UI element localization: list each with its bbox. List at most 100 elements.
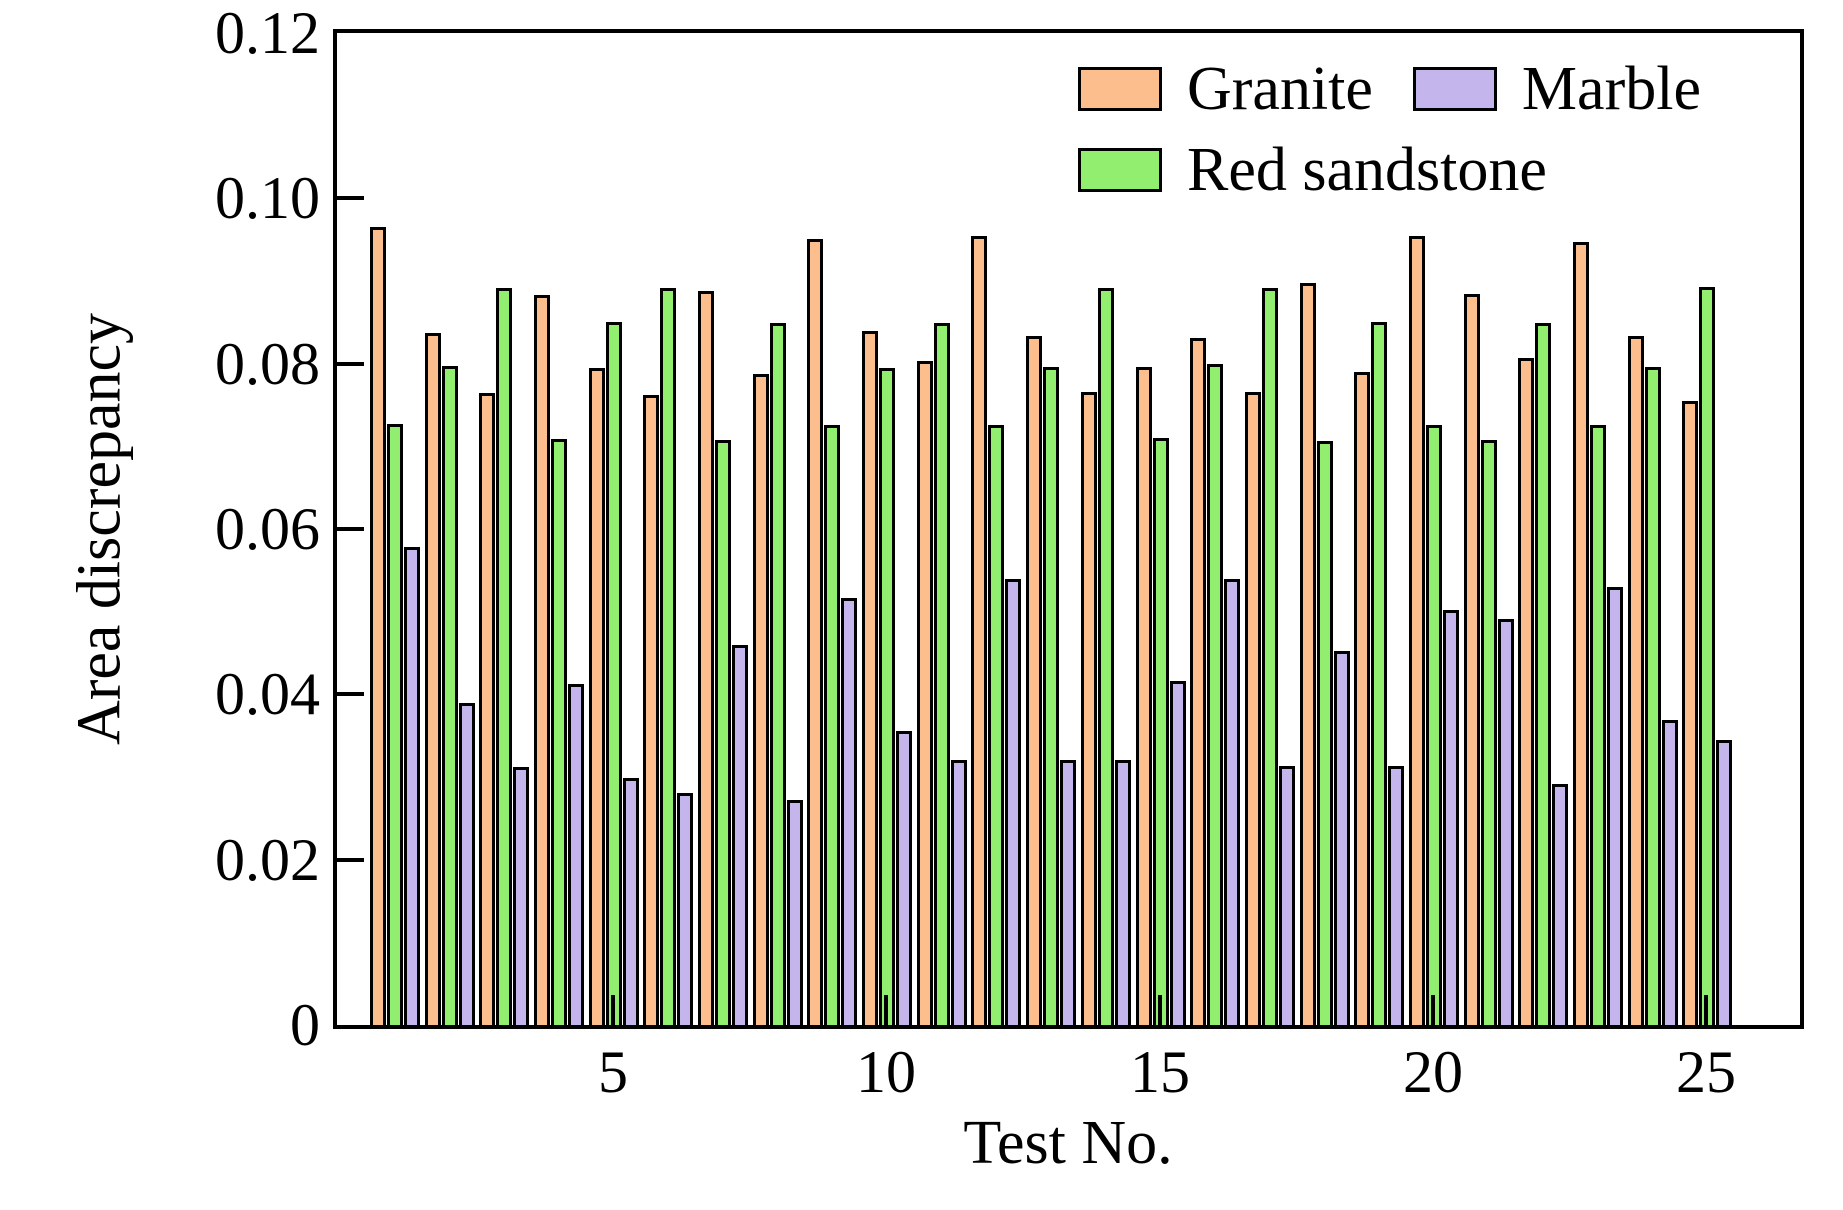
bar-granite-23	[1573, 242, 1589, 1025]
y-tick-label-0.06: 0.06	[215, 496, 320, 562]
bar-marble-8	[787, 800, 803, 1025]
bar-marble-10	[896, 731, 912, 1025]
bar-granite-25	[1682, 401, 1698, 1025]
bar-granite-17	[1245, 392, 1261, 1025]
bar-red-sandstone-16	[1207, 364, 1223, 1025]
legend-row-2: Red sandstone	[1078, 130, 1587, 210]
bar-red-sandstone-5	[606, 322, 622, 1025]
bar-marble-13	[1060, 760, 1076, 1025]
bar-marble-24	[1662, 720, 1678, 1025]
bar-granite-12	[971, 236, 987, 1025]
bar-red-sandstone-9	[824, 425, 840, 1025]
bar-red-sandstone-21	[1481, 440, 1497, 1025]
bar-marble-14	[1115, 760, 1131, 1025]
y-tick-0.06	[337, 527, 364, 531]
bar-red-sandstone-19	[1371, 322, 1387, 1025]
bar-red-sandstone-15	[1153, 438, 1169, 1025]
y-tick-label-0.10: 0.10	[215, 165, 320, 231]
bar-marble-7	[732, 645, 748, 1025]
bar-granite-5	[589, 368, 605, 1025]
bar-marble-25	[1716, 740, 1732, 1025]
x-tick-label-5: 5	[598, 1039, 628, 1105]
bar-marble-9	[841, 598, 857, 1025]
bar-marble-18	[1334, 651, 1350, 1025]
legend-label-marble: Marble	[1521, 55, 1701, 123]
bar-granite-6	[643, 395, 659, 1025]
plot-area: Granite Marble Red sandstone	[333, 29, 1804, 1029]
x-tick-15	[1158, 995, 1162, 1025]
x-tick-label-10: 10	[856, 1039, 916, 1105]
bar-granite-16	[1190, 338, 1206, 1025]
y-tick-label-0: 0	[290, 992, 320, 1058]
y-tick-label-0.02: 0.02	[215, 827, 320, 893]
x-tick-label-25: 25	[1676, 1039, 1736, 1105]
bar-red-sandstone-8	[770, 323, 786, 1025]
bar-marble-11	[951, 760, 967, 1025]
bar-granite-19	[1354, 372, 1370, 1025]
bar-red-sandstone-7	[715, 440, 731, 1025]
bar-red-sandstone-2	[442, 366, 458, 1025]
legend-swatch-granite	[1078, 67, 1162, 111]
bar-marble-6	[677, 793, 693, 1025]
bar-granite-20	[1409, 236, 1425, 1025]
bar-marble-12	[1005, 579, 1021, 1025]
bar-marble-16	[1224, 579, 1240, 1025]
y-tick-0.08	[337, 362, 364, 366]
bar-granite-4	[534, 295, 550, 1025]
y-tick-0.10	[337, 196, 364, 200]
legend-swatch-red-sandstone	[1078, 148, 1162, 192]
x-tick-10	[884, 995, 888, 1025]
bar-marble-21	[1498, 619, 1514, 1025]
bar-red-sandstone-14	[1098, 288, 1114, 1025]
y-tick-label-0.04: 0.04	[215, 661, 320, 727]
legend-row-1: Granite Marble	[1078, 49, 1741, 129]
y-tick-0.02	[337, 858, 364, 862]
bar-granite-11	[917, 361, 933, 1025]
y-tick-label-0.08: 0.08	[215, 331, 320, 397]
bar-red-sandstone-3	[496, 288, 512, 1025]
bar-granite-21	[1464, 294, 1480, 1025]
bar-granite-15	[1136, 367, 1152, 1025]
bar-red-sandstone-13	[1043, 367, 1059, 1025]
bar-marble-2	[459, 703, 475, 1025]
bar-marble-17	[1279, 766, 1295, 1025]
bar-marble-4	[568, 684, 584, 1025]
bar-marble-3	[513, 767, 529, 1025]
bar-granite-10	[862, 331, 878, 1025]
bar-granite-1	[370, 227, 386, 1025]
bar-marble-15	[1170, 681, 1186, 1025]
bar-granite-22	[1518, 358, 1534, 1025]
y-tick-0.04	[337, 692, 364, 696]
y-tick-label-0.12: 0.12	[215, 0, 320, 66]
bar-marble-5	[623, 778, 639, 1025]
bar-red-sandstone-22	[1535, 323, 1551, 1025]
bar-red-sandstone-23	[1590, 425, 1606, 1025]
legend-swatch-marble	[1412, 67, 1497, 111]
bar-red-sandstone-20	[1426, 425, 1442, 1025]
bar-granite-7	[698, 291, 714, 1025]
bar-granite-13	[1026, 336, 1042, 1025]
x-tick-20	[1431, 995, 1435, 1025]
bar-red-sandstone-24	[1645, 367, 1661, 1025]
bar-granite-8	[753, 374, 769, 1025]
bar-marble-19	[1388, 766, 1404, 1025]
bar-marble-22	[1552, 784, 1568, 1025]
bar-marble-23	[1607, 587, 1623, 1025]
legend-label-granite: Granite	[1187, 55, 1373, 123]
bar-marble-1	[404, 547, 420, 1025]
x-tick-label-15: 15	[1130, 1039, 1190, 1105]
x-tick-5	[611, 995, 615, 1025]
bar-red-sandstone-25	[1699, 287, 1715, 1025]
bar-red-sandstone-11	[934, 323, 950, 1025]
legend-label-red-sandstone: Red sandstone	[1187, 136, 1547, 204]
bar-red-sandstone-18	[1317, 441, 1333, 1025]
bar-red-sandstone-4	[551, 439, 567, 1025]
bar-red-sandstone-12	[988, 425, 1004, 1025]
bar-red-sandstone-17	[1262, 288, 1278, 1025]
bar-red-sandstone-10	[879, 368, 895, 1025]
bar-granite-24	[1628, 336, 1644, 1025]
bar-granite-18	[1300, 283, 1316, 1025]
x-tick-label-20: 20	[1403, 1039, 1463, 1105]
bar-granite-9	[807, 239, 823, 1025]
